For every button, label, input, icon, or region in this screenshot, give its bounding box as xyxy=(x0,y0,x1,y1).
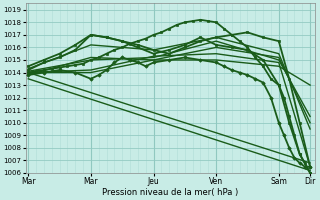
X-axis label: Pression niveau de la mer( hPa ): Pression niveau de la mer( hPa ) xyxy=(102,188,239,197)
